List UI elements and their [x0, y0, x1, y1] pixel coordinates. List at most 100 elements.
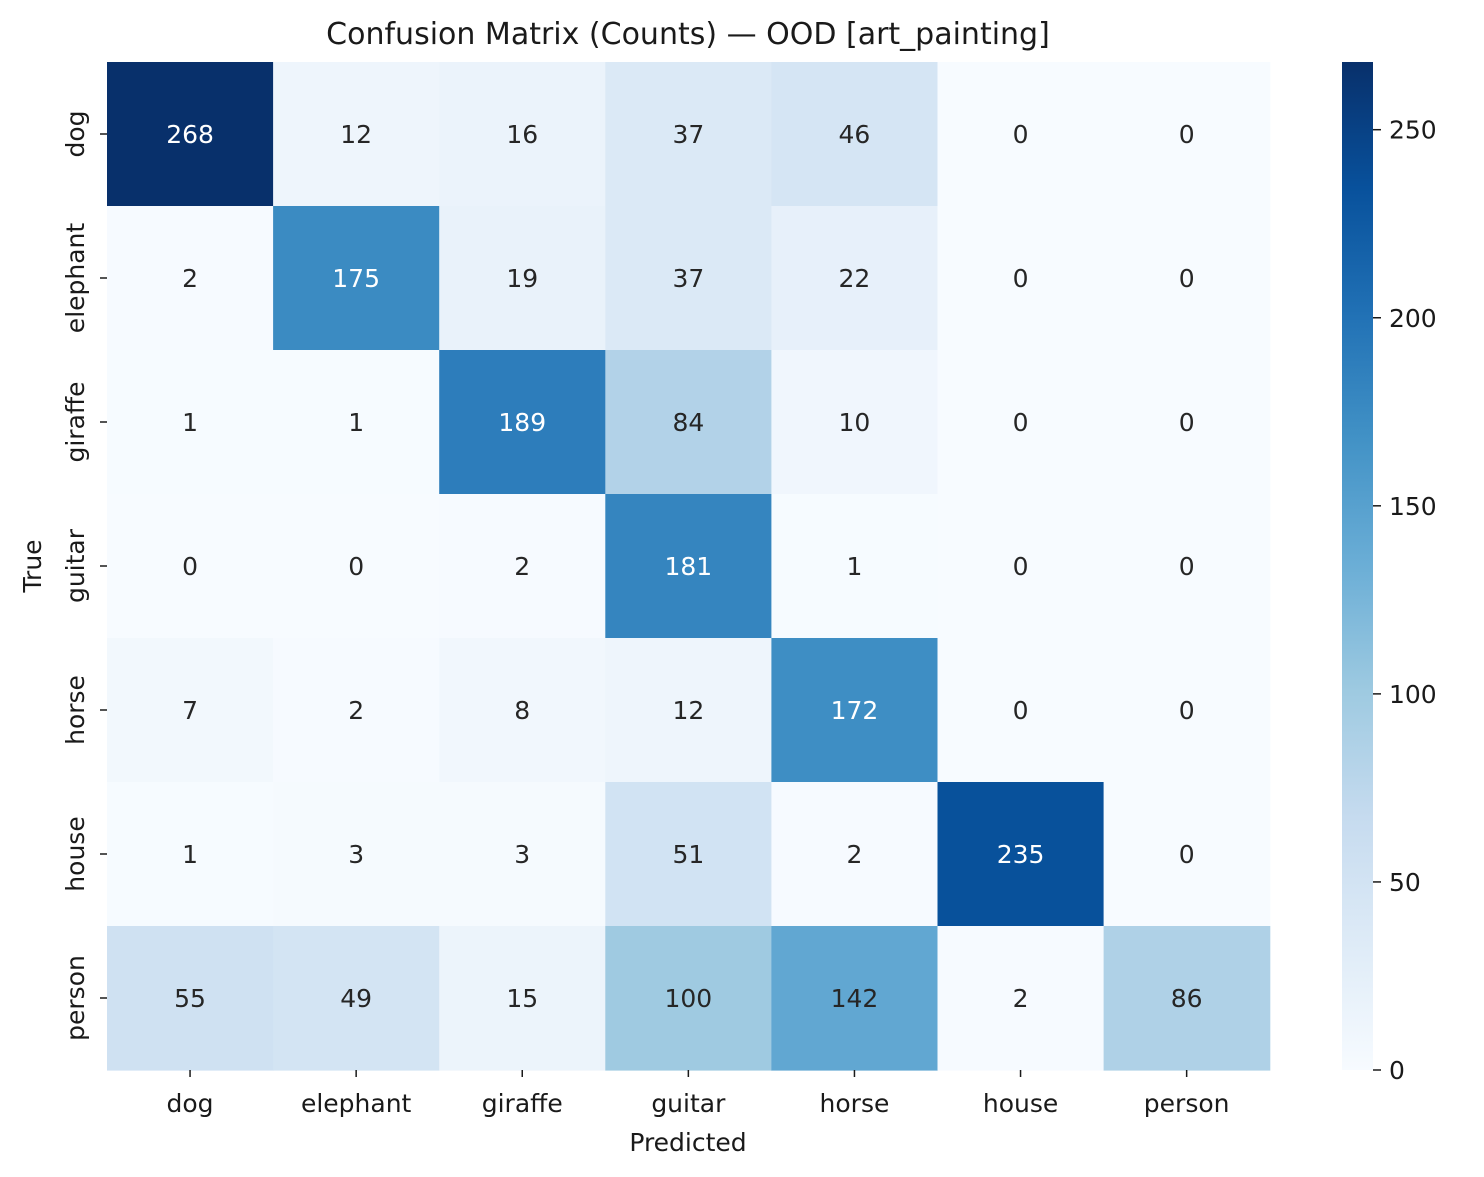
- colorbar-ticks: 0 50 100 150 200 250: [1373, 116, 1437, 1085]
- cell-guitar-person: [1103, 494, 1271, 639]
- colorbar-tick-label: 250: [1389, 116, 1437, 145]
- cell-value-label: 268: [166, 120, 214, 149]
- cell-value-label: 46: [839, 120, 871, 149]
- colorbar: [1342, 62, 1373, 1070]
- colorbar-tick-label: 0: [1389, 1056, 1405, 1085]
- cell-value-label: 3: [348, 840, 364, 869]
- cell-value-label: 19: [506, 264, 538, 293]
- cell-value-label: 0: [1179, 840, 1195, 869]
- cell-value-label: 175: [332, 264, 380, 293]
- y-tick-label-dog: dog: [61, 110, 90, 157]
- cell-elephant-dog: [107, 206, 274, 351]
- cell-value-label: 3: [514, 840, 530, 869]
- cell-house-horse: [771, 782, 939, 927]
- cell-value-label: 55: [174, 984, 206, 1013]
- cell-value-label: 2: [348, 696, 364, 725]
- cell-value-label: 2: [182, 264, 198, 293]
- cell-value-label: 22: [839, 264, 871, 293]
- cell-horse-dog: [107, 638, 274, 783]
- cell-guitar-dog: [107, 494, 274, 639]
- x-tick-label-house: house: [983, 1089, 1058, 1118]
- cell-giraffe-person: [1103, 350, 1271, 495]
- cell-value-label: 0: [1013, 552, 1029, 581]
- cell-value-label: 12: [672, 696, 704, 725]
- cell-giraffe-dog: [107, 350, 274, 495]
- y-axis-label: True: [18, 539, 47, 593]
- cell-value-label: 84: [672, 408, 704, 437]
- y-axis-ticks: dog elephant giraffe guitar horse house person: [61, 110, 107, 1041]
- cell-person-giraffe: [439, 926, 606, 1071]
- y-tick-label-house: house: [61, 816, 90, 891]
- cell-dog-house: [937, 62, 1105, 207]
- heatmap-cells: [107, 62, 1271, 1071]
- cell-person-guitar: [605, 926, 772, 1071]
- cell-house-dog: [107, 782, 274, 927]
- cell-person-dog: [107, 926, 274, 1071]
- y-tick-label-elephant: elephant: [61, 223, 90, 334]
- cell-value-label: 0: [1179, 120, 1195, 149]
- cell-dog-elephant: [273, 62, 440, 207]
- colorbar-tick-label: 150: [1389, 492, 1437, 521]
- y-tick-label-guitar: guitar: [61, 528, 90, 603]
- cell-value-label: 51: [672, 840, 704, 869]
- cell-value-label: 10: [839, 408, 871, 437]
- colorbar-tick-label: 200: [1389, 304, 1437, 333]
- cell-dog-horse: [771, 62, 939, 207]
- heatmap-cell-labels: 268 12 16 37 46 0 02 175 19 37 22 0 01 1 189 84 10 0 00 0 2 1…: [166, 120, 1202, 1013]
- cell-person-person: [1103, 926, 1271, 1071]
- cell-person-house: [937, 926, 1105, 1071]
- x-tick-label-horse: horse: [820, 1089, 890, 1118]
- cell-elephant-person: [1103, 206, 1271, 351]
- cell-giraffe-giraffe: [439, 350, 606, 495]
- y-tick-label-person: person: [61, 955, 90, 1041]
- cell-guitar-giraffe: [439, 494, 606, 639]
- cell-value-label: 0: [348, 552, 364, 581]
- x-tick-label-guitar: guitar: [651, 1089, 726, 1118]
- cell-value-label: 8: [514, 696, 530, 725]
- cell-value-label: 100: [664, 984, 712, 1013]
- cell-elephant-guitar: [605, 206, 772, 351]
- cell-value-label: 0: [1013, 264, 1029, 293]
- cell-value-label: 235: [997, 840, 1045, 869]
- y-tick-label-horse: horse: [61, 675, 90, 745]
- colorbar-tick-label: 100: [1389, 680, 1437, 709]
- cell-value-label: 0: [1179, 552, 1195, 581]
- chart-title: Confusion Matrix (Counts) — OOD [art_pai…: [326, 17, 1050, 52]
- cell-value-label: 37: [672, 264, 704, 293]
- y-tick-label-giraffe: giraffe: [61, 381, 90, 462]
- cell-person-horse: [771, 926, 939, 1071]
- cell-value-label: 1: [348, 408, 364, 437]
- cell-elephant-house: [937, 206, 1105, 351]
- cell-house-house: [937, 782, 1105, 927]
- cell-house-elephant: [273, 782, 440, 927]
- x-tick-label-giraffe: giraffe: [482, 1089, 563, 1118]
- x-tick-label-dog: dog: [167, 1089, 214, 1118]
- x-tick-label-elephant: elephant: [301, 1089, 412, 1118]
- cell-value-label: 0: [182, 552, 198, 581]
- cell-horse-guitar: [605, 638, 772, 783]
- x-axis-label: Predicted: [629, 1128, 746, 1157]
- cell-value-label: 86: [1171, 984, 1203, 1013]
- cell-value-label: 2: [846, 840, 862, 869]
- cell-dog-person: [1103, 62, 1271, 207]
- cell-giraffe-horse: [771, 350, 939, 495]
- cell-horse-person: [1103, 638, 1271, 783]
- cell-guitar-house: [937, 494, 1105, 639]
- cell-elephant-horse: [771, 206, 939, 351]
- cell-horse-giraffe: [439, 638, 606, 783]
- cell-elephant-elephant: [273, 206, 440, 351]
- cell-value-label: 15: [506, 984, 538, 1013]
- cell-value-label: 37: [672, 120, 704, 149]
- cell-guitar-horse: [771, 494, 939, 639]
- cell-horse-house: [937, 638, 1105, 783]
- cell-guitar-elephant: [273, 494, 440, 639]
- cell-value-label: 16: [506, 120, 538, 149]
- cell-value-label: 172: [831, 696, 879, 725]
- cell-value-label: 181: [664, 552, 712, 581]
- cell-horse-elephant: [273, 638, 440, 783]
- cell-value-label: 2: [514, 552, 530, 581]
- cell-dog-guitar: [605, 62, 772, 207]
- cell-guitar-guitar: [605, 494, 772, 639]
- cell-giraffe-house: [937, 350, 1105, 495]
